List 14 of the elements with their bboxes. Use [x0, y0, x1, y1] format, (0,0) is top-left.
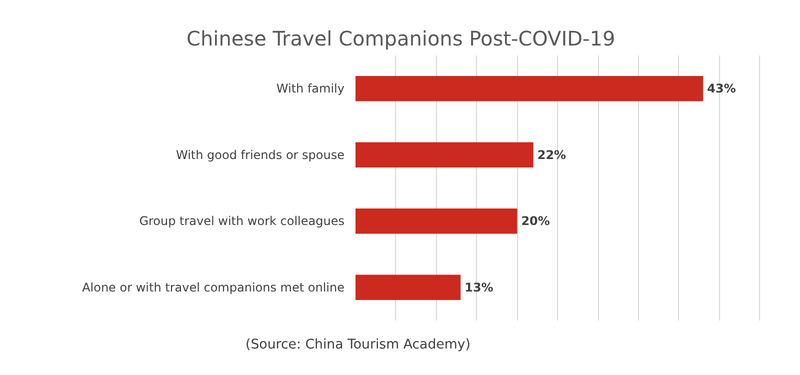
y-tick-label: With family: [276, 82, 345, 96]
y-tick-label: Alone or with travel companions met online: [82, 280, 345, 294]
bar: [356, 76, 704, 102]
y-tick-label: With good friends or spouse: [176, 148, 344, 162]
data-label: 43%: [707, 82, 736, 96]
data-label: 22%: [537, 148, 566, 162]
y-tick-label: Group travel with work colleagues: [139, 214, 345, 228]
text: (Source: China Tourism Academy): [246, 338, 470, 352]
data-label: 13%: [464, 280, 494, 294]
bar: [356, 274, 461, 300]
bar: [356, 208, 518, 234]
data-label: 20%: [521, 214, 550, 228]
bar: [356, 142, 534, 168]
chart-title: Chinese Travel Companions Post-COVID-19: [186, 26, 616, 50]
